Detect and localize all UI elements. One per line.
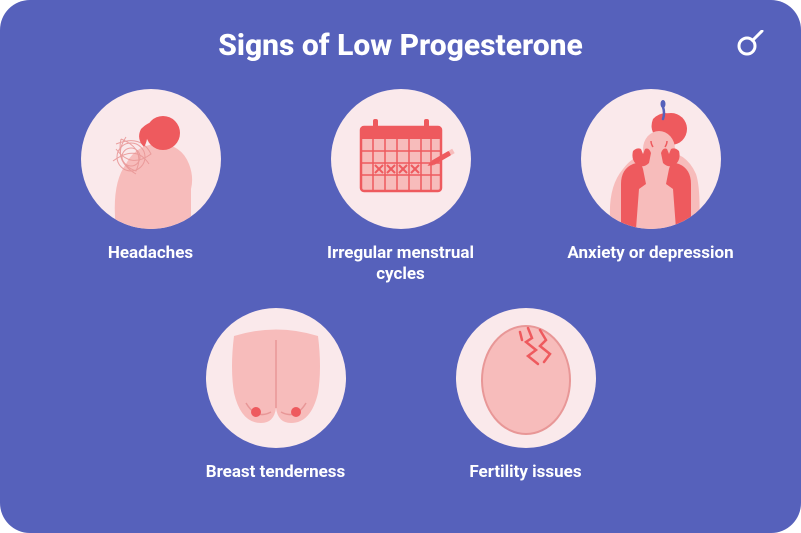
infographic-title: Signs of Low Progesterone: [50, 28, 751, 63]
headaches-icon: [81, 89, 221, 229]
fertility-icon: [456, 308, 596, 448]
breast-icon: [206, 308, 346, 448]
item-headaches: Headaches: [56, 89, 246, 264]
item-fertility: Fertility issues: [431, 308, 621, 483]
infographic-card: Signs of Low Progesterone: [0, 0, 801, 533]
items-grid: Headaches: [50, 89, 751, 483]
item-breast-tenderness: Breast tenderness: [181, 308, 371, 483]
calendar-icon: [331, 89, 471, 229]
anxiety-icon: [581, 89, 721, 229]
item-label: Fertility issues: [469, 462, 581, 483]
item-label: Breast tenderness: [206, 462, 346, 483]
item-label: Irregular menstrual cycles: [306, 243, 496, 286]
item-anxiety: Anxiety or depression: [556, 89, 746, 264]
item-label: Anxiety or depression: [567, 243, 733, 264]
item-label: Headaches: [108, 243, 193, 264]
brand-logo-icon: [737, 30, 765, 60]
item-irregular-cycles: Irregular menstrual cycles: [306, 89, 496, 286]
